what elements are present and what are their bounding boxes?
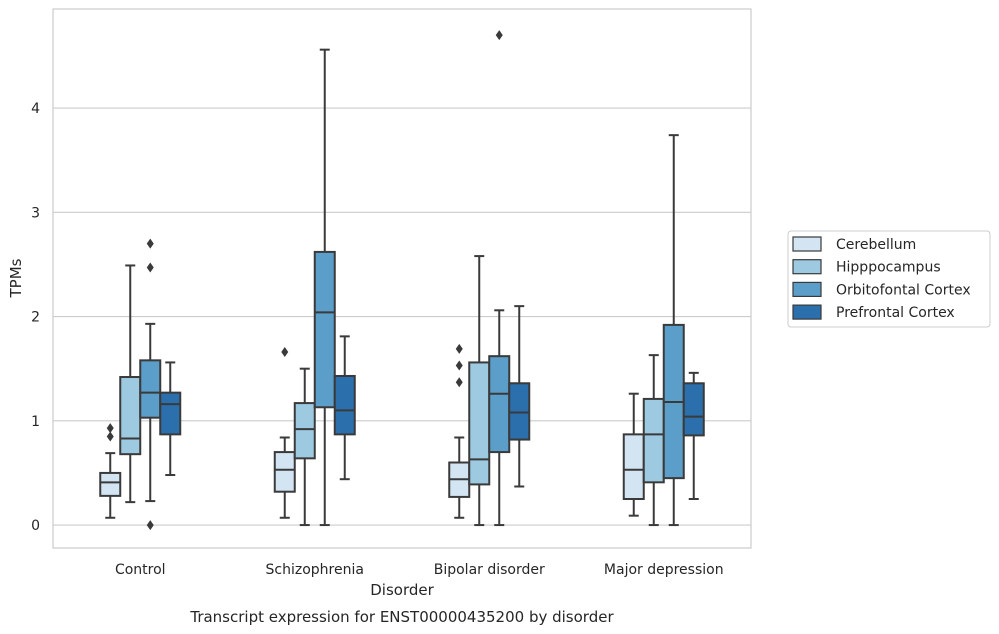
legend-swatch — [792, 281, 822, 297]
y-tick-label: 1 — [31, 414, 40, 430]
box — [273, 451, 296, 493]
y-tick-label: 3 — [31, 205, 40, 221]
outlier-point — [146, 520, 154, 531]
box — [159, 391, 182, 436]
y-axis-label: TPMs — [7, 258, 25, 298]
outlier-point — [495, 30, 503, 41]
legend-label: Prefrontal Cortex — [836, 305, 955, 321]
box-plots — [99, 30, 705, 531]
box — [99, 471, 122, 497]
box — [682, 382, 705, 437]
chart-title: Transcript expression for ENST0000043520… — [189, 608, 614, 626]
x-tick-label: Major depression — [604, 562, 724, 578]
box — [293, 402, 316, 460]
outlier-point — [455, 343, 463, 354]
outlier-point — [106, 423, 114, 434]
y-tick-label: 4 — [31, 101, 40, 117]
box — [119, 376, 142, 456]
legend-label: Orbitofontal Cortex — [836, 282, 971, 298]
outlier-point — [281, 347, 289, 357]
box — [508, 382, 531, 441]
x-axis-label: Disorder — [370, 581, 434, 599]
legend: Cerebellum Hipppocampus Orbitofontal Corte… — [787, 230, 991, 328]
box — [622, 433, 645, 500]
y-tick-label: 0 — [31, 518, 40, 534]
x-tick-label: Control — [115, 562, 166, 578]
legend-frame — [787, 230, 991, 328]
legend-label: Cerebellum — [836, 237, 916, 253]
box — [488, 355, 511, 454]
outlier-point — [146, 238, 154, 249]
box — [139, 359, 162, 419]
box — [642, 397, 665, 484]
legend-swatch — [792, 304, 822, 320]
y-ticks: 0 1 2 3 4 — [31, 101, 40, 534]
legend-swatch — [792, 236, 822, 252]
x-tick-label: Schizophrenia — [266, 562, 364, 578]
box — [333, 374, 356, 436]
legend-label: Hipppocampus — [836, 260, 941, 276]
outlier-point — [106, 431, 114, 442]
x-ticks: Control Schizophrenia Bipolar disorder Majo… — [115, 562, 724, 578]
outlier-point — [146, 262, 154, 273]
outlier-point — [455, 377, 463, 388]
box — [313, 250, 336, 409]
x-tick-label: Bipolar disorder — [434, 562, 545, 578]
legend-swatch — [792, 259, 822, 275]
outlier-point — [455, 360, 463, 371]
box — [468, 361, 491, 486]
plot-frame — [52, 8, 752, 549]
y-tick-label: 2 — [31, 310, 40, 326]
